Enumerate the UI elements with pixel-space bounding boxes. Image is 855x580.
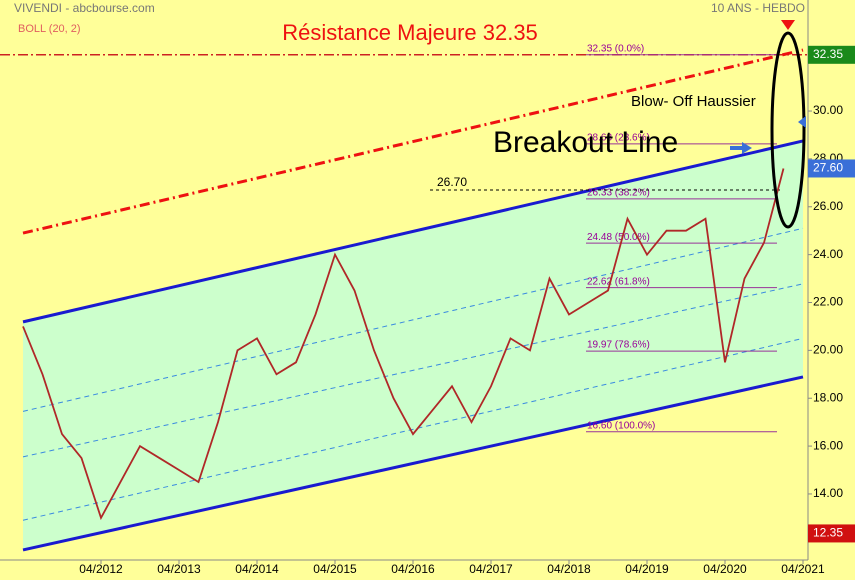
y-tick-label: 14.00 [813, 486, 843, 500]
x-tick-label: 04/2017 [469, 562, 513, 576]
y-tick-label: 30.00 [813, 103, 843, 117]
price-tag [808, 159, 855, 178]
trend-line [22, 337, 804, 521]
x-tick-label: 04/2018 [547, 562, 591, 576]
arrow [781, 20, 795, 30]
arrow [730, 142, 752, 154]
price-line [22, 168, 785, 521]
plot-area: 32.35 (0.0%) 28.63 (23.6%) 26.33 (38.2%) 24… [0, 43, 808, 552]
y-tick-label: 16.00 [813, 438, 843, 452]
chart-title: Résistance Majeure 32.35 [282, 20, 538, 45]
x-tick-label: 04/2016 [391, 562, 435, 576]
trend-line [22, 48, 804, 235]
fib-label: 16.60 (100.0%) [587, 420, 655, 431]
y-tick-label: 26.00 [813, 199, 843, 213]
x-tick-label: 04/2020 [703, 562, 747, 576]
trend-line [22, 375, 804, 552]
y-tick-label: 22.00 [813, 295, 843, 309]
price-tag-label: 12.35 [813, 526, 843, 540]
x-tick-label: 04/2019 [625, 562, 669, 576]
trend-line [22, 227, 804, 412]
fib-label: 28.63 (23.6%) [587, 132, 650, 143]
highlight-ellipse [770, 31, 806, 229]
trend-line [22, 283, 804, 458]
annotation: Blow- Off Haussier [631, 93, 756, 110]
fib-label: 26.33 (38.2%) [587, 188, 650, 199]
price-tag [808, 524, 855, 543]
fib-label: 24.48 (50.0%) [587, 232, 650, 243]
fib-label: 19.97 (78.6%) [587, 340, 650, 351]
y-tick-label: 24.00 [813, 247, 843, 261]
level-label: 26.70 [437, 175, 467, 189]
y-tick-label: 20.00 [813, 343, 843, 357]
trend-line [22, 139, 804, 324]
fib-label: 22.62 (61.8%) [587, 276, 650, 287]
x-tick-label: 04/2014 [235, 562, 279, 576]
arrow [798, 116, 806, 128]
source: VIVENDI - abcbourse.com [14, 1, 155, 15]
annotation: Breakout Line [493, 126, 678, 159]
period: 10 ANS - HEBDO [711, 1, 805, 15]
x-tick-label: 04/2015 [313, 562, 357, 576]
indicator: BOLL (20, 2) [18, 23, 81, 35]
price-tag-label: 32.35 [813, 47, 843, 61]
x-tick-label: 04/2012 [79, 562, 123, 576]
fib-label: 32.35 (0.0%) [587, 43, 644, 54]
price-tag-label: 27.60 [813, 161, 843, 175]
y-tick-label: 18.00 [813, 390, 843, 404]
x-tick-label: 04/2013 [157, 562, 201, 576]
price-tag [808, 45, 855, 64]
x-tick-label: 04/2021 [781, 562, 825, 576]
